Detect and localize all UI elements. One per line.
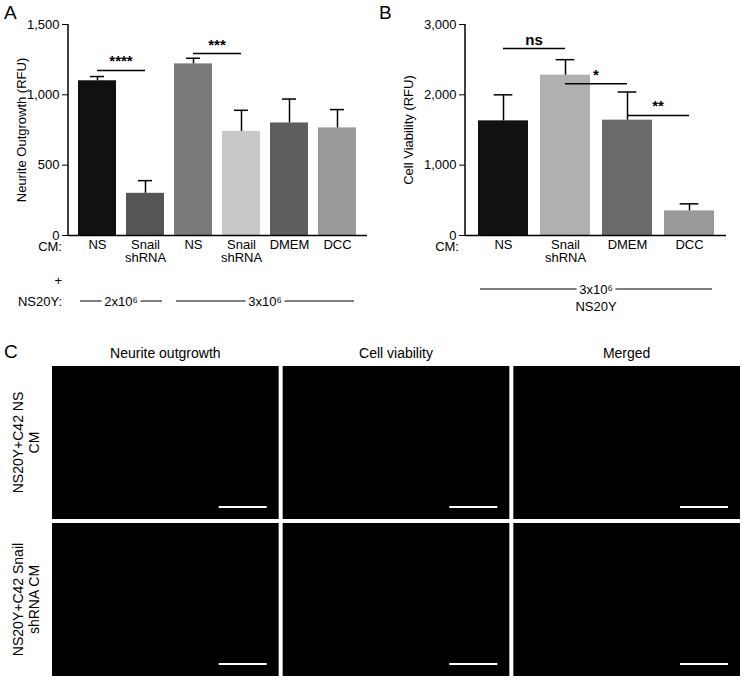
svg-text:1,000: 1,000 [27,87,60,102]
svg-text:1,500: 1,500 [27,17,60,32]
svg-text:0: 0 [52,227,60,243]
svg-text:NS: NS [494,237,512,252]
svg-text:DMEM: DMEM [270,237,310,252]
svg-text:CM:: CM: [435,239,459,254]
svg-text:500: 500 [38,157,60,172]
svg-text:ns: ns [525,31,543,48]
svg-text:NS20Y+C42 SnailshRNA CM: NS20Y+C42 SnailshRNA CM [10,543,43,656]
svg-text:Neurite outgrowth: Neurite outgrowth [110,345,221,361]
html-text:A: A [4,2,17,23]
svg-text:SnailshRNA: SnailshRNA [221,237,263,265]
svg-text:CM:: CM: [38,239,62,254]
svg-text:Neurite Outgrowth (RFU): Neurite Outgrowth (RFU) [14,58,29,202]
svg-text:C: C [4,341,18,362]
svg-text:***: *** [208,36,226,53]
svg-text:2,000: 2,000 [424,87,457,102]
svg-text:Cell viability: Cell viability [359,345,433,361]
svg-text:DCC: DCC [323,237,351,252]
svg-text:SnailshRNA: SnailshRNA [125,237,167,265]
svg-text:Merged: Merged [603,345,650,361]
svg-text:*: * [593,66,599,83]
svg-text:+: + [54,273,62,288]
svg-text:0: 0 [449,227,457,243]
svg-text:NS20Y+C42 NSCM: NS20Y+C42 NSCM [10,392,43,494]
svg-text:DCC: DCC [675,237,703,252]
svg-text:****: **** [109,52,133,69]
svg-text:2x10⁶: 2x10⁶ [104,294,138,309]
svg-text:NS: NS [88,237,106,252]
svg-text:3x10⁶: 3x10⁶ [579,282,613,297]
svg-text:NS: NS [184,237,202,252]
svg-text:3,000: 3,000 [424,17,457,32]
svg-text:3x10⁶: 3x10⁶ [248,294,282,309]
svg-text:Cell Viability (RFU): Cell Viability (RFU) [401,75,416,185]
svg-text:NS20Y: NS20Y [575,299,617,314]
svg-text:1,000: 1,000 [424,157,457,172]
svg-text:DMEM: DMEM [608,237,648,252]
svg-text:NS20Y:: NS20Y: [18,294,62,309]
html-text:B: B [379,2,392,23]
svg-text:**: ** [652,97,664,114]
svg-text:SnailshRNA: SnailshRNA [545,237,587,265]
